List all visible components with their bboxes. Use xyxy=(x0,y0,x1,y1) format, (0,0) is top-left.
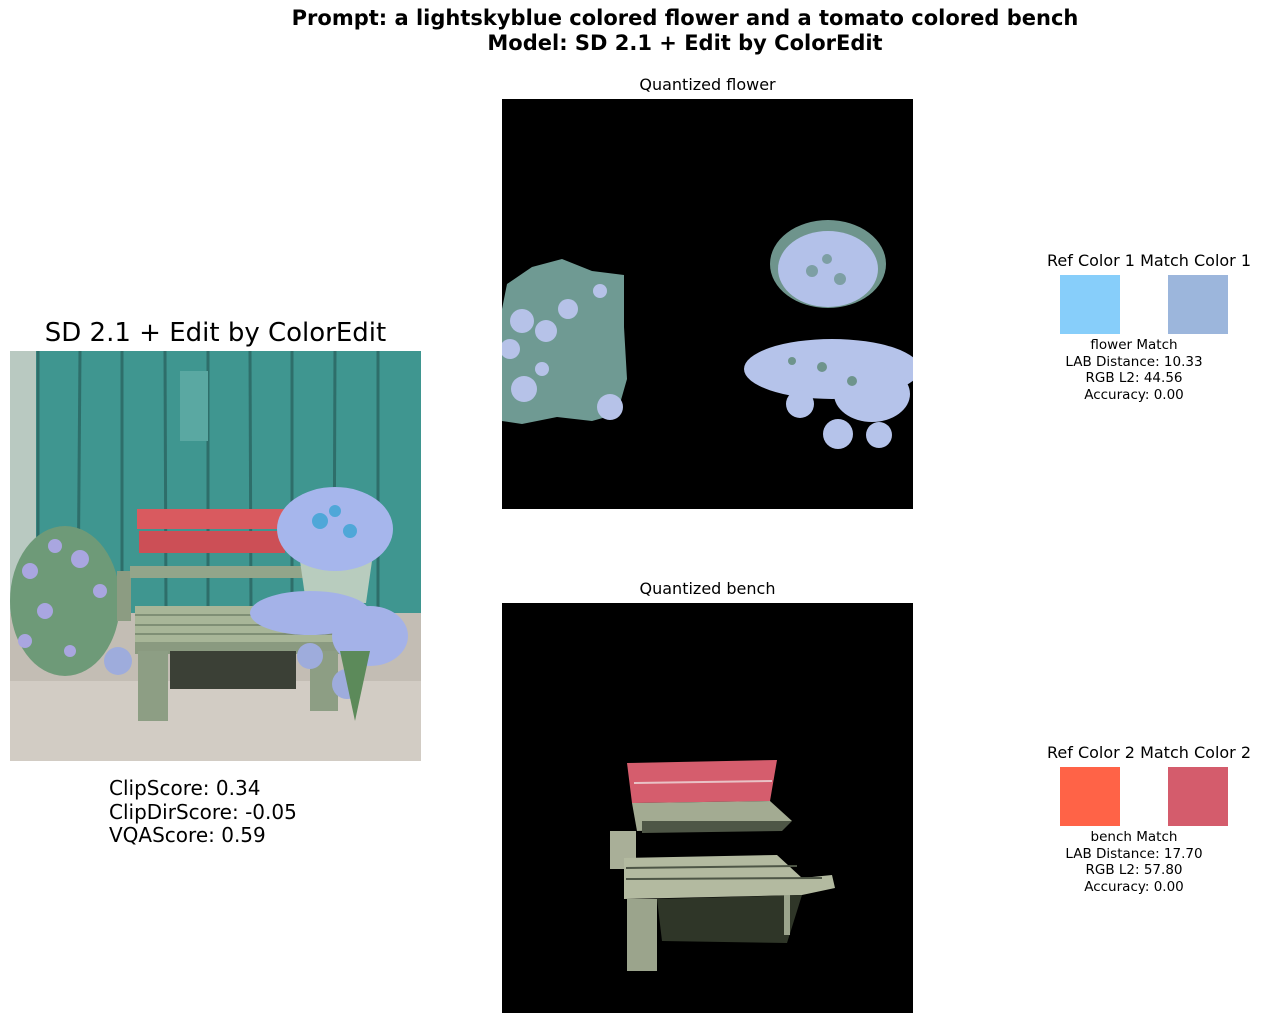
bench-accuracy: Accuracy: 0.00 xyxy=(1084,878,1184,895)
flower-lab-distance: LAB Distance: 10.33 xyxy=(1065,353,1203,370)
flower-swatch-header: Ref Color 1 Match Color 1 xyxy=(1046,251,1252,270)
vqa-score: VQAScore: 0.59 xyxy=(109,823,266,847)
flower-match-color-swatch xyxy=(1168,275,1228,334)
bench-match-title: bench Match xyxy=(1090,829,1178,845)
generated-image xyxy=(10,351,421,761)
bench-rgb-l2: RGB L2: 57.80 xyxy=(1085,862,1183,878)
flower-match-title: flower Match xyxy=(1090,337,1178,353)
quantized-bench-title: Quantized bench xyxy=(639,579,776,598)
flower-rgb-l2: RGB L2: 44.56 xyxy=(1085,370,1183,386)
bench-lab-distance: LAB Distance: 17.70 xyxy=(1065,845,1203,862)
score-list: ClipScore: 0.34 ClipDirScore: -0.05 VQAS… xyxy=(109,776,297,848)
bench-ref-color-swatch xyxy=(1060,767,1120,826)
quantized-flower-title: Quantized flower xyxy=(639,75,776,94)
flower-ref-color-swatch xyxy=(1060,275,1120,334)
quantized-flower-image xyxy=(502,99,913,509)
bench-match-metrics: bench Match LAB Distance: 17.70 RGB L2: … xyxy=(1004,829,1264,895)
quantized-bench-image xyxy=(502,603,913,1013)
bench-swatch-header: Ref Color 2 Match Color 2 xyxy=(1046,743,1252,762)
clip-score: ClipScore: 0.34 xyxy=(109,776,261,800)
figure-title-prompt: Prompt: a lightskyblue colored flower an… xyxy=(291,6,1079,30)
bench-match-color-swatch xyxy=(1168,767,1228,826)
clipdir-score: ClipDirScore: -0.05 xyxy=(109,799,297,824)
flower-accuracy: Accuracy: 0.00 xyxy=(1084,386,1184,403)
flower-match-metrics: flower Match LAB Distance: 10.33 RGB L2:… xyxy=(1004,337,1264,403)
generated-image-title: SD 2.1 + Edit by ColorEdit xyxy=(44,318,387,348)
figure-title-model: Model: SD 2.1 + Edit by ColorEdit xyxy=(487,31,883,55)
figure-title: Prompt: a lightskyblue colored flower an… xyxy=(0,6,1265,56)
